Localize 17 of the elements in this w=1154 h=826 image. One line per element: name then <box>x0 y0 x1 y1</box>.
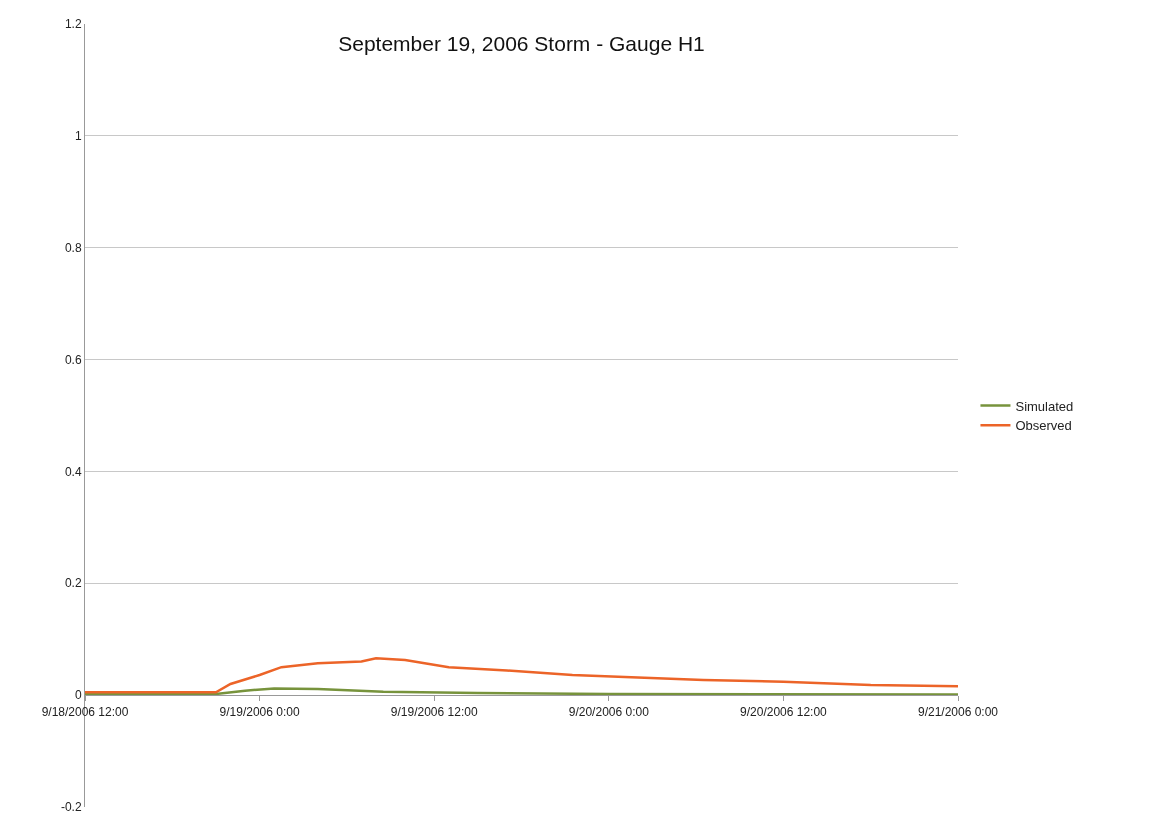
y-tick-label: 1 <box>74 129 82 144</box>
y-tick-label: 1.2 <box>64 17 82 32</box>
x-tick-label: 9/20/2006 12:00 <box>740 704 828 719</box>
x-tick-label: 9/21/2006 0:00 <box>917 704 999 719</box>
chart-title: September 19, 2006 Storm - Gauge H1 <box>338 32 705 56</box>
y-tick-label: 0.4 <box>64 464 82 479</box>
legend-label: Observed <box>1015 418 1072 434</box>
x-tick-label: 9/18/2006 12:00 <box>41 704 129 719</box>
y-tick-label: -0.2 <box>60 800 82 815</box>
x-tick-label: 9/19/2006 0:00 <box>219 704 300 719</box>
y-tick-label: 0.8 <box>64 240 82 255</box>
y-tick-label: 0.6 <box>64 352 82 367</box>
y-tick-label: 0.2 <box>64 576 82 591</box>
x-tick-label: 9/20/2006 0:00 <box>568 704 650 719</box>
x-tick-label: 9/19/2006 12:00 <box>390 704 478 719</box>
legend-label: Simulated <box>1015 398 1074 414</box>
y-tick-label: 0 <box>74 688 82 703</box>
